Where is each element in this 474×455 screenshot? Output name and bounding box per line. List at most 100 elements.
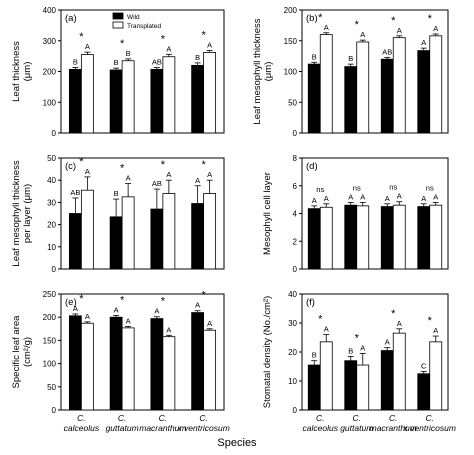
panel-label: (c) (65, 161, 76, 172)
letter-label: A (324, 194, 329, 203)
letter-label: A (360, 343, 365, 352)
significance-mark: ns (353, 183, 361, 192)
bar-transplated (80, 189, 94, 270)
y-tick-label: 50 (288, 98, 297, 107)
letter-label: A (166, 170, 171, 179)
bar-wild (380, 58, 394, 134)
significance-mark: ns (389, 183, 397, 192)
bar-transplated (203, 52, 217, 134)
letter-label: A (324, 325, 329, 334)
letter-label: A (421, 194, 426, 203)
y-tick-label: 10 (47, 243, 56, 252)
legend-label: Wild (127, 14, 140, 21)
letter-label: B (312, 52, 317, 61)
bar-transplated (429, 341, 443, 411)
y-tick-label: 20 (288, 348, 297, 357)
plot-frame (60, 293, 225, 411)
letter-label: A (166, 325, 171, 334)
bar-transplated (121, 196, 135, 270)
y-axis-label: (μm) (263, 62, 274, 82)
y-tick-label: 200 (284, 6, 298, 15)
letter-label: A (195, 176, 200, 185)
significance-mark: * (161, 33, 166, 45)
bar-transplated (162, 336, 176, 411)
significance-mark: * (355, 332, 360, 344)
letter-label: C (421, 361, 427, 370)
significance-mark: * (428, 13, 433, 25)
letter-label: A (421, 38, 426, 47)
panel-label: (f) (306, 297, 315, 308)
significance-mark: * (355, 19, 360, 31)
y-tick-label: 0 (293, 406, 298, 415)
significance-mark: * (120, 38, 125, 50)
bar-wild (150, 318, 164, 411)
bar-transplated (121, 327, 135, 411)
x-tick-label: x ventricosum (176, 423, 229, 433)
bar-transplated (392, 204, 406, 270)
letter-label: A (207, 170, 212, 179)
y-axis-label: Leaf mesophyll thickness (11, 160, 22, 266)
bar-transplated (319, 341, 333, 411)
bar-transplated (319, 206, 333, 270)
y-tick-label: 300 (43, 37, 57, 46)
y-tick-label: 0 (293, 265, 298, 274)
letter-label: A (85, 167, 90, 176)
significance-mark: * (318, 12, 323, 24)
y-tick-label: 150 (284, 37, 298, 46)
y-tick-label: 0 (52, 265, 57, 274)
bar-wild (344, 66, 358, 134)
panel-label: (e) (65, 297, 77, 308)
letter-label: A (360, 192, 365, 201)
panel-label: (d) (306, 161, 318, 172)
bar-wild (109, 316, 123, 411)
bar-wild (307, 364, 321, 411)
letter-label: A (166, 44, 171, 53)
panel-label: (a) (65, 13, 77, 24)
letter-label: B (114, 189, 119, 198)
letter-label: A (154, 307, 159, 316)
x-tick-label: guttatum (340, 423, 373, 433)
y-axis-label: Mesophyll cell layer (262, 172, 273, 255)
bar-wild (109, 216, 123, 270)
y-tick-label: 20 (47, 221, 56, 230)
letter-label: A (433, 326, 438, 335)
significance-mark: * (201, 159, 206, 171)
y-tick-label: 100 (284, 68, 298, 77)
y-tick-label: 2 (293, 237, 298, 246)
significance-mark: * (120, 163, 125, 175)
legend-swatch (112, 12, 124, 20)
bar-transplated (429, 35, 443, 134)
bar-transplated (356, 205, 370, 270)
x-tick-label: C. (199, 413, 208, 423)
bar-wild (417, 373, 431, 411)
y-tick-label: 0 (52, 129, 57, 138)
significance-mark: * (318, 314, 323, 326)
bar-wild (68, 68, 82, 134)
bar-wild (344, 360, 358, 411)
letter-label: A (85, 312, 90, 321)
x-tick-label: C. (353, 413, 362, 423)
letter-label: AB (152, 58, 162, 67)
bar-transplated (392, 37, 406, 134)
bar-wild (417, 50, 431, 134)
x-tick-label: C. (316, 413, 325, 423)
y-tick-label: 30 (47, 198, 56, 207)
bar-wild (150, 68, 164, 134)
bar-transplated (80, 322, 94, 411)
significance-mark: * (79, 293, 84, 305)
letter-label: A (397, 26, 402, 35)
y-tick-label: 200 (43, 68, 57, 77)
significance-mark: * (201, 290, 206, 302)
y-tick-label: 100 (43, 360, 57, 369)
x-tick-label: macranthum (139, 423, 186, 433)
letter-label: AB (382, 47, 392, 56)
bar-transplated (319, 34, 333, 134)
y-tick-label: 40 (288, 290, 297, 299)
x-tick-label: C. (389, 413, 398, 423)
y-axis-label: (cm²/g) (22, 337, 33, 367)
significance-mark: * (161, 159, 166, 171)
bar-wild (150, 208, 164, 270)
letter-label: A (385, 338, 390, 347)
